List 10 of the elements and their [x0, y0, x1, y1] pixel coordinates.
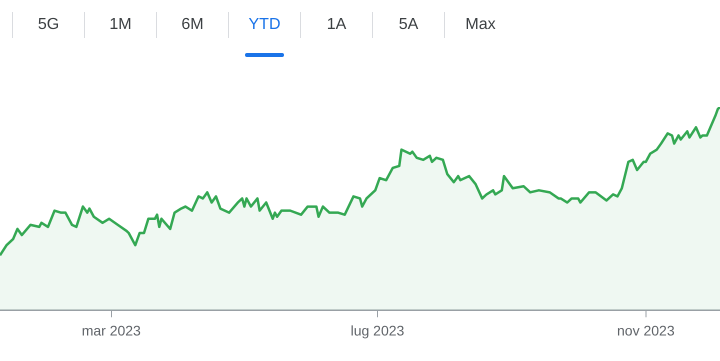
- text: 5A: [398, 16, 418, 34]
- text: 5G: [38, 16, 60, 34]
- text: 6M: [181, 16, 204, 34]
- text: 1A: [326, 16, 346, 34]
- x-tick-label: nov 2023: [617, 322, 675, 338]
- text: YTD: [248, 16, 280, 34]
- text: 1M: [109, 16, 132, 34]
- text: Max: [465, 16, 496, 34]
- x-tick-label: mar 2023: [82, 322, 142, 338]
- x-tick-label: lug 2023: [350, 322, 405, 338]
